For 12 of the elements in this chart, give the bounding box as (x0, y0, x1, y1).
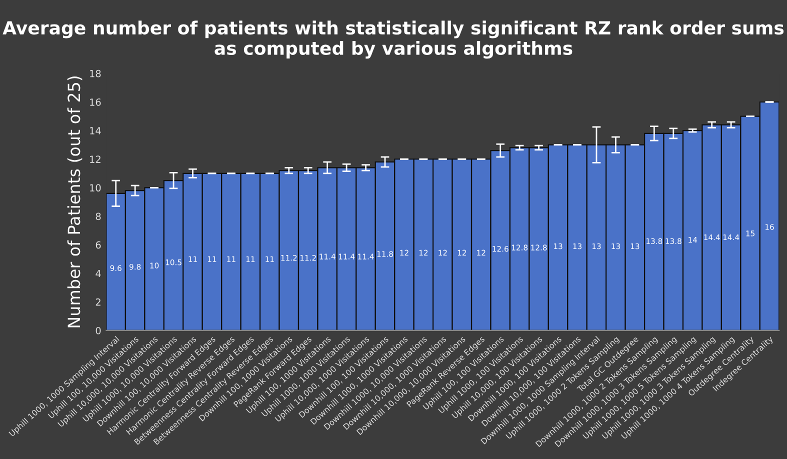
y-tick-label: 0 (96, 326, 101, 334)
y-axis-title: Number of Patients (out of 25) (67, 76, 82, 328)
y-tick-label: 14 (90, 127, 101, 134)
chart-title: Average number of patients with statistically significant RZ rank order sums as computed by various algorithms (2, 20, 784, 59)
y-tick-label: 2 (96, 298, 100, 306)
y-tick-label: 12 (90, 156, 100, 163)
y-tick-label: 10 (90, 184, 101, 192)
y-tick-label: 6 (96, 241, 101, 249)
y-tick-label: 8 (96, 212, 101, 220)
y-tick-label: 16 (90, 98, 101, 106)
y-tick-label: 18 (90, 70, 101, 78)
y-tick-label: 4 (96, 270, 101, 278)
